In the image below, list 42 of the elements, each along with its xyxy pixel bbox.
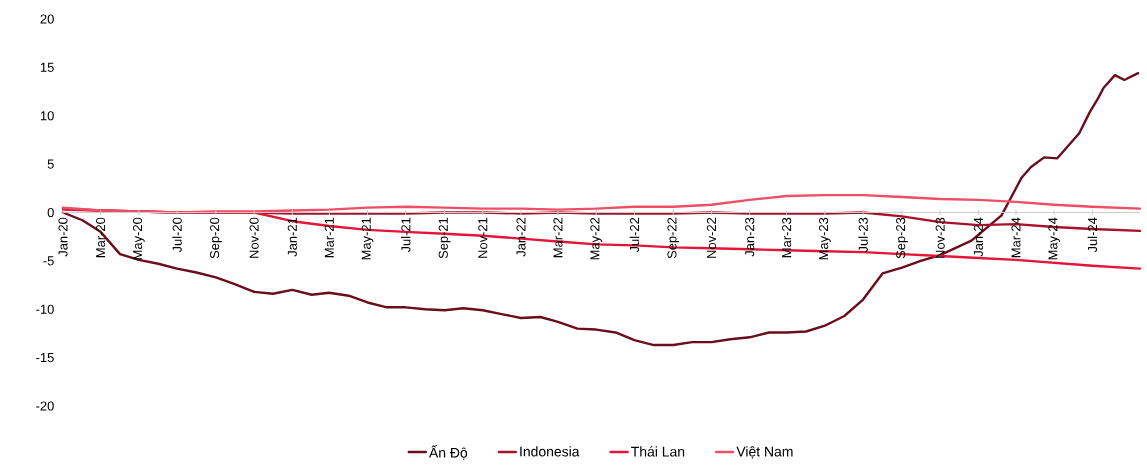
line-series (61, 193, 1142, 214)
x-tick-label: Jan-22 (516, 217, 526, 257)
x-tick-label: Jul-20 (172, 217, 182, 253)
x-tick-label: Mar-21 (324, 217, 334, 258)
x-tick-label: Sep-21 (438, 217, 451, 259)
x-tick-label: Jul-22 (629, 217, 640, 253)
legend-label: Ấn Độ (429, 445, 468, 460)
x-tick-label: Jan-23 (745, 217, 755, 257)
y-tick-label: 10 (40, 111, 54, 121)
x-tick-label: May-24 (1048, 217, 1061, 260)
y-tick-label: -15 (36, 353, 54, 363)
x-tick-label: Jul-24 (1087, 217, 1098, 253)
x-tick-label: Jan-24 (973, 217, 983, 257)
y-tick-label: -5 (43, 256, 54, 266)
x-tick-label: Nov-21 (478, 217, 488, 258)
x-tick-label: May-20 (132, 217, 145, 260)
x-tick-label: Nov-23 (935, 217, 945, 258)
x-tick-label: Sep-22 (667, 217, 680, 259)
x-tick-label: Sep-23 (896, 217, 908, 259)
x-tick-label: Mar-23 (782, 217, 792, 258)
y-tick-label: 5 (47, 159, 54, 169)
x-tick-label: May-21 (361, 217, 374, 260)
y-tick-label: -10 (36, 304, 54, 314)
y-tick-label: 0 (47, 207, 54, 218)
legend-label: Thái Lan (631, 446, 685, 457)
x-tick-label: Mar-20 (96, 217, 106, 258)
x-tick-label: Nov-22 (706, 217, 717, 258)
legend-label: Việt Nam (736, 446, 793, 459)
x-tick-label: Jul-23 (858, 217, 868, 253)
x-tick-label: May-22 (590, 217, 603, 260)
x-tick-label: May-23 (819, 217, 831, 260)
y-tick-label: 15 (40, 62, 54, 72)
x-tick-label: Sep-20 (210, 217, 222, 259)
x-tick-label: Nov-20 (249, 217, 259, 258)
x-tick-label: Jan-20 (58, 217, 68, 257)
x-tick-label: Jan-21 (287, 217, 297, 257)
y-tick-label: -20 (36, 401, 54, 411)
x-tick-label: Mar-22 (553, 217, 563, 258)
x-tick-label: Mar-24 (1011, 217, 1021, 258)
legend-label: Indonesia (520, 446, 580, 457)
x-tick-label: Jul-21 (400, 217, 411, 253)
y-tick-label: 20 (40, 14, 54, 24)
